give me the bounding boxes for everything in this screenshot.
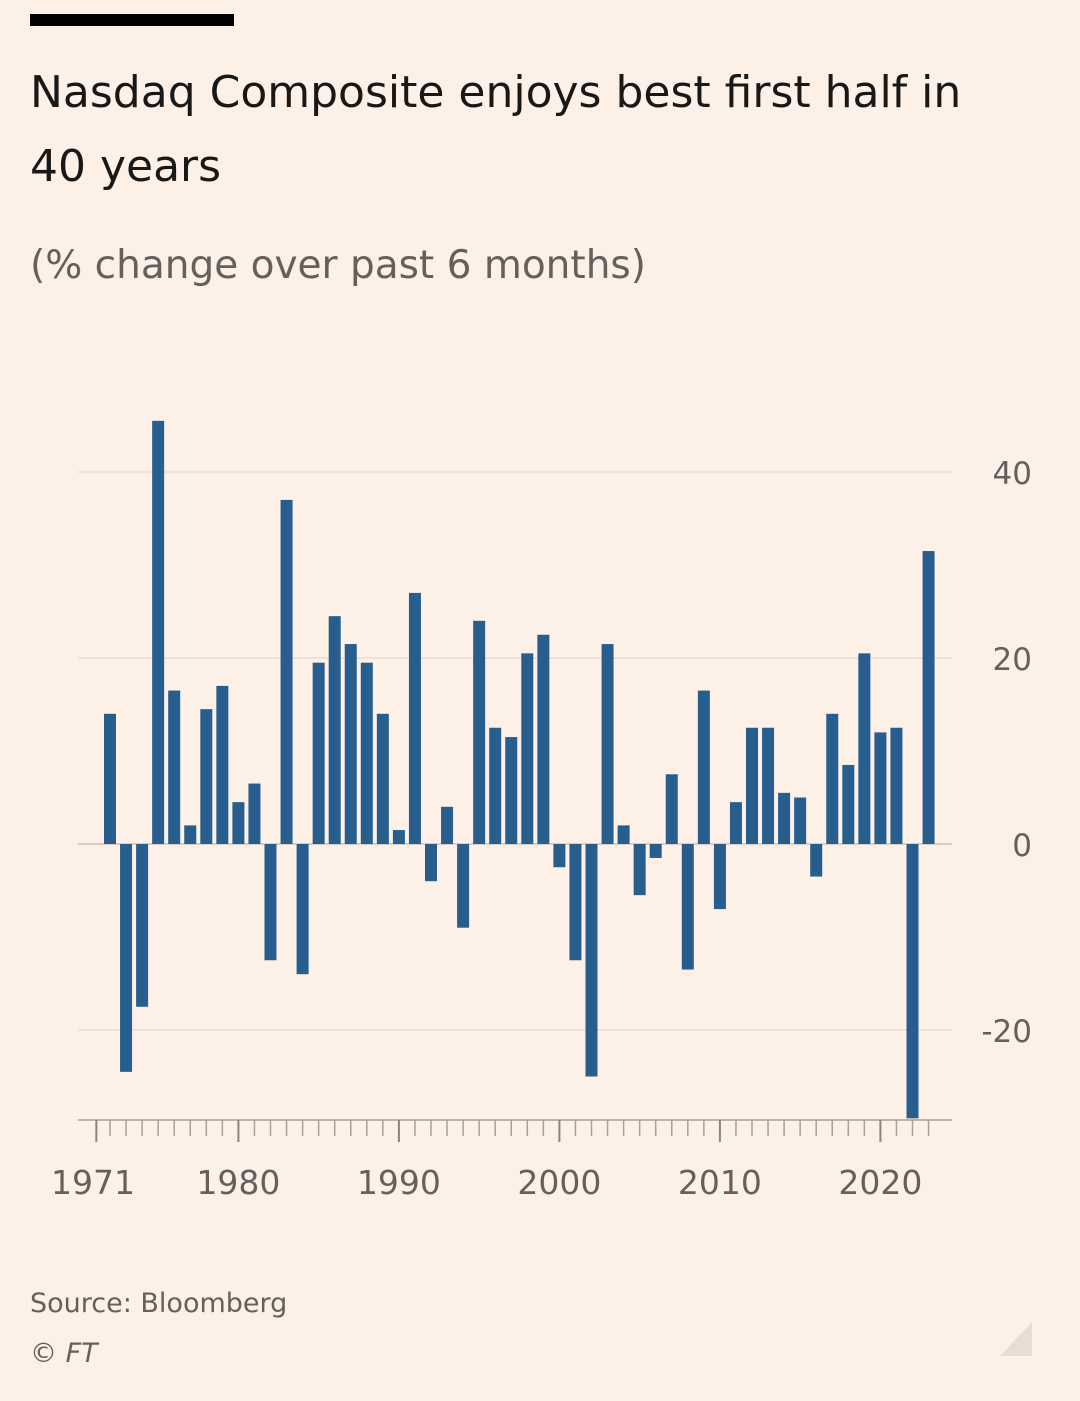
bar-1991 [408,592,421,844]
bar-1977 [184,825,197,844]
bar-1982 [264,844,277,961]
bar-2001 [569,844,582,961]
bar-2000 [553,844,566,868]
bar-1985 [312,662,325,844]
x-tick-label-1971: 1971 [51,1163,135,1202]
x-tick-label-2020: 2020 [838,1163,922,1202]
bar-1974 [136,844,149,1007]
bar-1986 [328,616,341,844]
bar-1975 [152,420,165,844]
bar-1984 [296,844,309,975]
x-tick-label-1980: 1980 [196,1163,280,1202]
bar-2010 [713,844,726,910]
y-tick-label: -20 [981,1014,1032,1050]
bar-2008 [681,844,694,970]
bar-chart: 40 20 0 -20 1971 1980 1990 2000 2010 2020 [51,420,1032,1202]
bar-2021 [890,727,903,844]
bar-1993 [441,806,454,844]
bar-1981 [248,783,261,844]
bar-2013 [762,727,775,844]
bar-2012 [746,727,758,844]
bar-2017 [826,713,839,844]
axes: 40 20 0 -20 1971 1980 1990 2000 2010 2020 [51,456,1032,1202]
bar-2011 [729,802,742,844]
bar-1978 [200,709,213,844]
bar-2016 [810,844,823,877]
bar-1995 [473,620,486,844]
y-tick-label: 20 [993,642,1032,678]
bar-2006 [649,844,662,858]
bar-1999 [537,634,550,844]
bar-1998 [521,653,534,844]
bar-1996 [489,727,502,844]
bar-1988 [360,662,373,844]
chart-title: Nasdaq Composite enjoys best first half … [30,67,962,192]
bar-1989 [376,713,389,844]
x-tick-label-2010: 2010 [678,1163,762,1202]
bar-2022 [906,844,919,1119]
bar-2015 [794,797,807,844]
chart-subtitle: (% change over past 6 months) [30,243,646,288]
bar-1972 [104,713,116,844]
bar-1997 [505,737,518,844]
bar-1990 [392,830,405,844]
y-tick-label: 0 [1012,828,1032,864]
source-note: Source: Bloomberg [30,1288,288,1319]
bar-1973 [120,844,133,1072]
bar-1980 [232,802,245,844]
bar-2020 [874,732,887,844]
y-tick-label: 40 [993,456,1032,492]
bar-2019 [858,653,871,844]
bar-series [104,420,935,1119]
header-accent-rule [30,14,234,26]
bar-1987 [344,644,357,844]
bar-2014 [778,792,791,844]
bar-1992 [425,844,437,882]
bar-2007 [665,774,678,844]
bar-2018 [842,764,855,844]
x-tick-label-1990: 1990 [357,1163,441,1202]
bar-2023 [922,551,935,844]
x-tick-label-2000: 2000 [517,1163,601,1202]
bar-1976 [168,690,181,844]
bar-2003 [601,644,614,844]
bar-2004 [617,825,630,844]
bar-2009 [697,690,710,844]
corner-triangle-icon [1000,1322,1032,1356]
bar-1979 [216,685,229,844]
copyright-note: © FT [30,1338,98,1369]
bar-2005 [633,844,646,896]
bar-2002 [585,844,598,1077]
bar-1994 [457,844,470,928]
bar-1983 [280,499,293,844]
